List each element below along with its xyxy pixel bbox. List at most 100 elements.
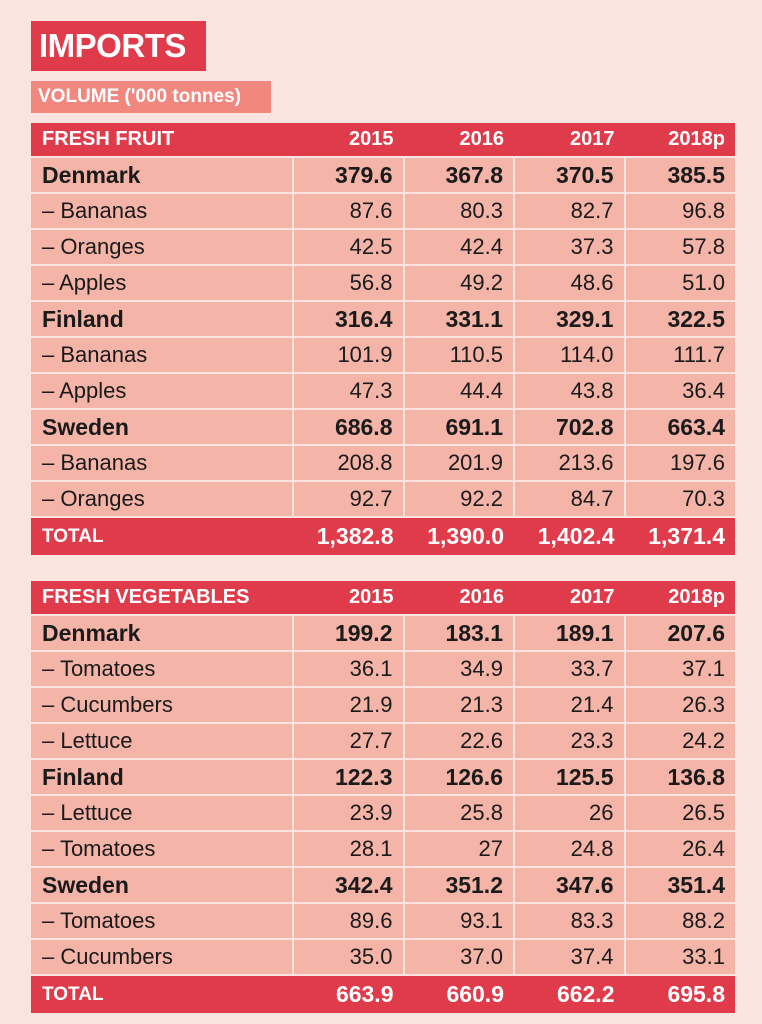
value-cell: 70.3 — [623, 481, 735, 518]
value-cell: 199.2 — [292, 615, 404, 652]
item-row: – Cucumbers 35.0 37.0 37.4 33.1 — [31, 939, 735, 976]
value-cell: 56.8 — [292, 265, 404, 302]
year-header: 2015 — [293, 581, 404, 616]
value-cell: 351.2 — [402, 867, 514, 904]
value-cell: 96.8 — [623, 193, 735, 230]
value-cell: 51.0 — [623, 265, 735, 302]
row-label: – Apples — [31, 373, 293, 410]
country-row: Denmark 199.2 183.1 189.1 207.6 — [31, 615, 735, 652]
total-value: 660.9 — [403, 975, 514, 1013]
page-title: IMPORTS — [31, 21, 206, 71]
row-label: – Lettuce — [31, 723, 293, 760]
table-header-row: FRESH FRUIT 2015 2016 2017 2018p — [31, 123, 735, 158]
total-label: TOTAL — [31, 975, 293, 1013]
value-cell: 125.5 — [513, 759, 625, 796]
value-cell: 385.5 — [623, 157, 735, 194]
value-cell: 57.8 — [623, 229, 735, 266]
total-value: 1,390.0 — [403, 517, 514, 555]
value-cell: 126.6 — [402, 759, 514, 796]
item-row: – Apples 56.8 49.2 48.6 51.0 — [31, 265, 735, 302]
item-row: – Tomatoes 89.6 93.1 83.3 88.2 — [31, 903, 735, 940]
row-label: – Bananas — [31, 193, 293, 230]
section-header: FRESH FRUIT — [31, 123, 293, 158]
row-label: Sweden — [31, 409, 293, 446]
value-cell: 47.3 — [292, 373, 404, 410]
fresh-fruit-table: FRESH FRUIT 2015 2016 2017 2018p Denmark 379.6… — [31, 123, 735, 555]
value-cell: 101.9 — [292, 337, 404, 374]
row-label: Sweden — [31, 867, 293, 904]
value-cell: 48.6 — [513, 265, 625, 302]
value-cell: 136.8 — [623, 759, 735, 796]
table-header-row: FRESH VEGETABLES 2015 2016 2017 2018p — [31, 581, 735, 616]
year-header: 2017 — [514, 123, 625, 158]
value-cell: 201.9 — [402, 445, 514, 482]
item-row: – Lettuce 23.9 25.8 26 26.5 — [31, 795, 735, 832]
row-label: – Lettuce — [31, 795, 293, 832]
value-cell: 663.4 — [623, 409, 735, 446]
value-cell: 26.4 — [623, 831, 735, 868]
value-cell: 33.7 — [513, 651, 625, 688]
value-cell: 37.3 — [513, 229, 625, 266]
value-cell: 42.4 — [402, 229, 514, 266]
item-row: – Lettuce 27.7 22.6 23.3 24.2 — [31, 723, 735, 760]
value-cell: 686.8 — [292, 409, 404, 446]
item-row: – Tomatoes 36.1 34.9 33.7 37.1 — [31, 651, 735, 688]
value-cell: 23.3 — [513, 723, 625, 760]
value-cell: 367.8 — [402, 157, 514, 194]
value-cell: 42.5 — [292, 229, 404, 266]
value-cell: 26.5 — [623, 795, 735, 832]
value-cell: 111.7 — [623, 337, 735, 374]
total-value: 1,382.8 — [293, 517, 404, 555]
item-row: – Cucumbers 21.9 21.3 21.4 26.3 — [31, 687, 735, 724]
item-row: – Bananas 87.6 80.3 82.7 96.8 — [31, 193, 735, 230]
row-label: – Cucumbers — [31, 687, 293, 724]
value-cell: 27.7 — [292, 723, 404, 760]
value-cell: 24.8 — [513, 831, 625, 868]
value-cell: 347.6 — [513, 867, 625, 904]
row-label: – Apples — [31, 265, 293, 302]
total-row: TOTAL 1,382.8 1,390.0 1,402.4 1,371.4 — [31, 517, 735, 555]
value-cell: 183.1 — [402, 615, 514, 652]
row-label: – Bananas — [31, 445, 293, 482]
value-cell: 26 — [513, 795, 625, 832]
value-cell: 197.6 — [623, 445, 735, 482]
value-cell: 88.2 — [623, 903, 735, 940]
total-value: 695.8 — [624, 975, 735, 1013]
row-label: – Tomatoes — [31, 903, 293, 940]
value-cell: 24.2 — [623, 723, 735, 760]
section-header: FRESH VEGETABLES — [31, 581, 293, 616]
value-cell: 22.6 — [402, 723, 514, 760]
value-cell: 37.1 — [623, 651, 735, 688]
total-value: 663.9 — [293, 975, 404, 1013]
year-header: 2018p — [624, 123, 735, 158]
item-row: – Oranges 42.5 42.4 37.3 57.8 — [31, 229, 735, 266]
row-label: – Tomatoes — [31, 831, 293, 868]
value-cell: 27 — [402, 831, 514, 868]
row-label: – Oranges — [31, 229, 293, 266]
value-cell: 35.0 — [292, 939, 404, 976]
country-row: Finland 316.4 331.1 329.1 322.5 — [31, 301, 735, 338]
total-value: 1,402.4 — [514, 517, 625, 555]
item-row: – Bananas 101.9 110.5 114.0 111.7 — [31, 337, 735, 374]
value-cell: 93.1 — [402, 903, 514, 940]
row-label: – Cucumbers — [31, 939, 293, 976]
value-cell: 122.3 — [292, 759, 404, 796]
value-cell: 189.1 — [513, 615, 625, 652]
value-cell: 322.5 — [623, 301, 735, 338]
value-cell: 82.7 — [513, 193, 625, 230]
value-cell: 351.4 — [623, 867, 735, 904]
value-cell: 331.1 — [402, 301, 514, 338]
row-label: Finland — [31, 301, 293, 338]
value-cell: 114.0 — [513, 337, 625, 374]
value-cell: 49.2 — [402, 265, 514, 302]
country-row: Denmark 379.6 367.8 370.5 385.5 — [31, 157, 735, 194]
total-value: 662.2 — [514, 975, 625, 1013]
value-cell: 21.4 — [513, 687, 625, 724]
value-cell: 37.0 — [402, 939, 514, 976]
value-cell: 37.4 — [513, 939, 625, 976]
fresh-vegetables-table: FRESH VEGETABLES 2015 2016 2017 2018p Denmark… — [31, 581, 735, 1013]
row-label: – Bananas — [31, 337, 293, 374]
country-row: Finland 122.3 126.6 125.5 136.8 — [31, 759, 735, 796]
item-row: – Bananas 208.8 201.9 213.6 197.6 — [31, 445, 735, 482]
row-label: Denmark — [31, 615, 293, 652]
